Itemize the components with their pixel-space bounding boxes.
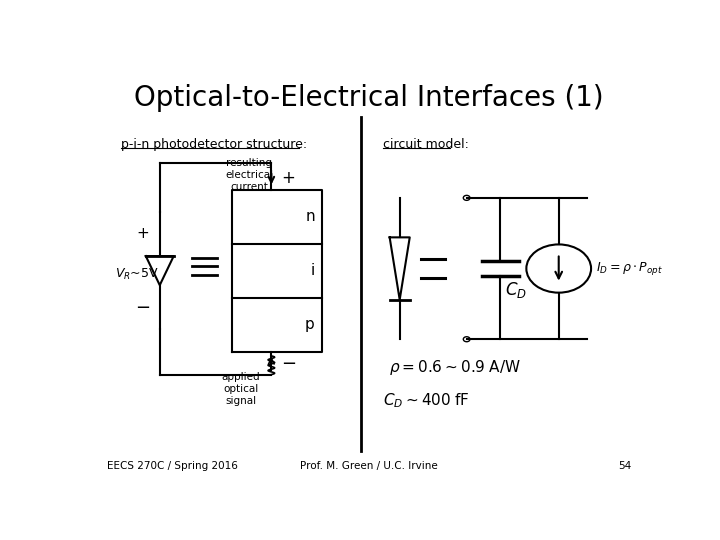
Text: p: p <box>305 317 315 332</box>
Text: Prof. M. Green / U.C. Irvine: Prof. M. Green / U.C. Irvine <box>300 462 438 471</box>
Text: n: n <box>305 209 315 224</box>
Text: 54: 54 <box>618 462 631 471</box>
Text: $I_D = \rho \cdot P_{opt}$: $I_D = \rho \cdot P_{opt}$ <box>595 260 662 277</box>
Text: i: i <box>310 263 315 278</box>
Text: $V_R$~5V: $V_R$~5V <box>115 267 159 282</box>
Text: circuit model:: circuit model: <box>383 138 469 151</box>
Text: $C_D$: $C_D$ <box>505 280 526 300</box>
Text: $\rho = 0.6 \sim 0.9 \; \mathrm{A/W}$: $\rho = 0.6 \sim 0.9 \; \mathrm{A/W}$ <box>389 358 521 377</box>
Text: applied
optical
signal: applied optical signal <box>221 373 260 406</box>
Text: −: − <box>135 299 150 317</box>
Text: $C_D \sim 400 \; \mathrm{fF}$: $C_D \sim 400 \; \mathrm{fF}$ <box>383 391 469 410</box>
Text: Optical-to-Electrical Interfaces (1): Optical-to-Electrical Interfaces (1) <box>134 84 604 112</box>
Text: resulting
electrical
current: resulting electrical current <box>225 158 273 192</box>
Text: +: + <box>282 169 295 187</box>
Text: −: − <box>282 355 297 373</box>
Text: EECS 270C / Spring 2016: EECS 270C / Spring 2016 <box>107 462 238 471</box>
Text: p-i-n photodetector structure:: p-i-n photodetector structure: <box>121 138 307 151</box>
Text: +: + <box>137 226 149 241</box>
